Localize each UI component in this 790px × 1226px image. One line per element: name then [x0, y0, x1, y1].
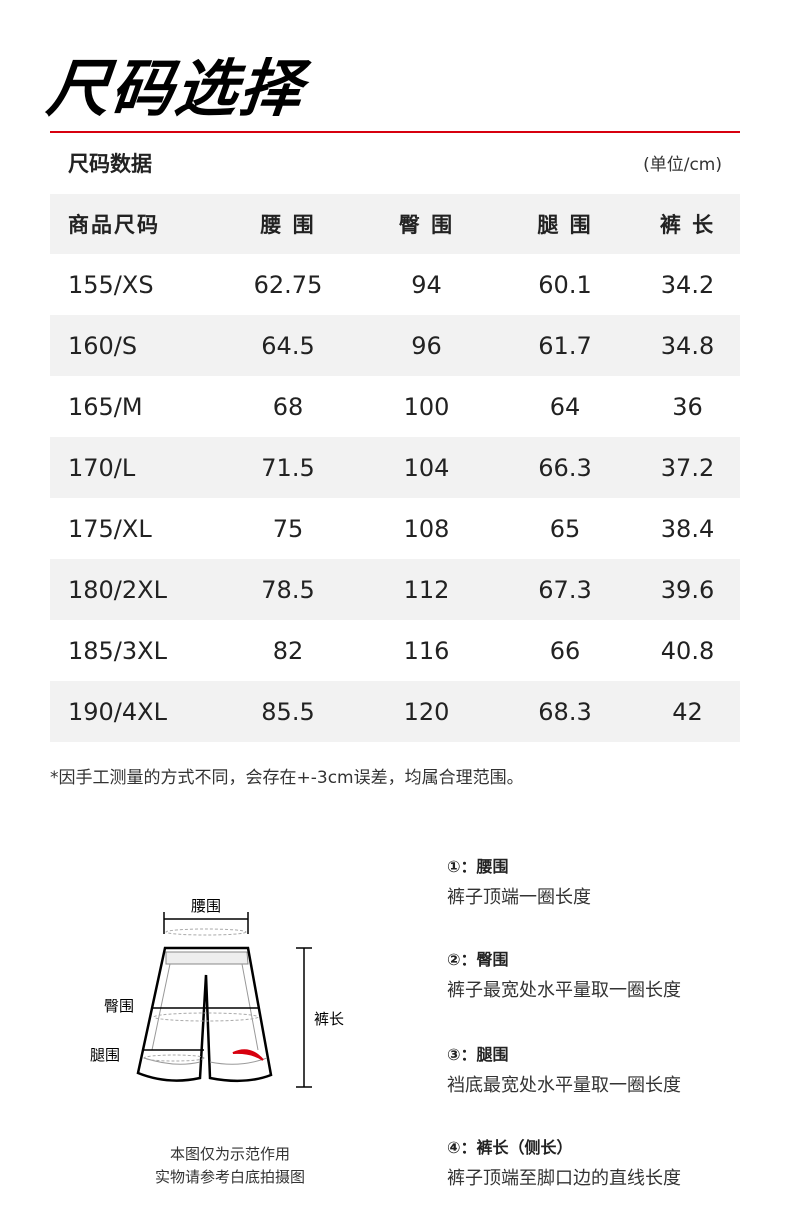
- table-cell: 120: [403, 697, 450, 726]
- table-cell: 60.1: [538, 270, 592, 299]
- definition-thigh: ③：腿围 裆底最宽处水平量取一圈长度: [447, 1041, 681, 1097]
- table-row: 165/M 68 100 64 36: [50, 376, 740, 437]
- title-divider: [50, 131, 740, 133]
- table-cell: 96: [411, 331, 442, 360]
- table-row: 190/4XL 85.5 120 68.3 42: [50, 681, 740, 742]
- shorts-diagram: 腰围 臀围 腿围 裤长: [90, 897, 344, 1088]
- page-title: 尺码选择: [43, 52, 308, 125]
- definition-heading: ①：腰围: [447, 857, 509, 876]
- definition-hip: ②：臀围 裤子最宽处水平量取一圈长度: [447, 946, 681, 1002]
- definition-desc: 裆底最宽处水平量取一圈长度: [447, 1075, 681, 1096]
- definition-desc: 裤子最宽处水平量取一圈长度: [447, 980, 681, 1001]
- header-waist: 腰 围: [260, 213, 316, 237]
- table-cell: 165/M: [68, 392, 143, 421]
- table-cell: 160/S: [68, 331, 138, 360]
- table-cell: 175/XL: [68, 514, 152, 543]
- table-row: 160/S 64.5 96 61.7 34.8: [50, 315, 740, 376]
- header-hip: 臀 围: [398, 213, 455, 237]
- table-cell: 66.3: [538, 453, 592, 482]
- section-title: 尺码数据: [68, 152, 152, 176]
- table-cell: 68.3: [538, 697, 592, 726]
- definition-waist: ①：腰围 裤子顶端一圈长度: [447, 853, 591, 909]
- measurement-note: *因手工测量的方式不同，会存在+-3cm误差，均属合理范围。: [50, 768, 524, 788]
- definition-desc: 裤子顶端至脚口边的直线长度: [447, 1168, 681, 1189]
- table-cell: 82: [272, 636, 304, 665]
- header-thigh: 腿 围: [537, 213, 593, 237]
- diagram-label-waist: 腰围: [191, 897, 221, 915]
- table-cell: 85.5: [261, 697, 315, 726]
- table-cell: 42: [672, 697, 703, 726]
- diagram-label-thigh: 腿围: [90, 1046, 120, 1064]
- table-cell: 78.5: [261, 575, 315, 604]
- definition-desc: 裤子顶端一圈长度: [447, 887, 591, 908]
- table-cell: 104: [403, 453, 450, 482]
- table-cell: 64.5: [261, 331, 315, 360]
- table-row: 155/XS 62.75 94 60.1 34.2: [50, 254, 740, 315]
- table-row: 180/2XL 78.5 112 67.3 39.6: [50, 559, 740, 620]
- table-row: 170/L 71.5 104 66.3 37.2: [50, 437, 740, 498]
- table-cell: 39.6: [660, 575, 715, 604]
- unit-label: (单位/cm): [643, 155, 722, 175]
- table-cell: 36: [672, 392, 703, 421]
- table-cell: 112: [403, 575, 450, 604]
- table-cell: 67.3: [538, 575, 592, 604]
- table-cell: 66: [549, 636, 581, 665]
- diagram-caption-1: 本图仅为示范作用: [169, 1145, 290, 1163]
- diagram-label-hip: 臀围: [104, 997, 134, 1015]
- table-cell: 64: [549, 392, 581, 421]
- table-cell: 155/XS: [68, 270, 154, 299]
- header-size: 商品尺码: [68, 213, 160, 237]
- header-length: 裤 长: [659, 213, 716, 237]
- table-cell: 71.5: [261, 453, 315, 482]
- table-header-row: 商品尺码 腰 围 臀 围 腿 围 裤 长: [50, 194, 740, 254]
- diagram-label-length: 裤长: [314, 1010, 344, 1028]
- size-table: 商品尺码 腰 围 臀 围 腿 围 裤 长 155/XS 62.75 94 60.1 34…: [50, 194, 740, 742]
- table-cell: 190/4XL: [68, 697, 167, 726]
- table-cell: 100: [403, 392, 450, 421]
- table-row: 175/XL 75 108 65 38.4: [50, 498, 740, 559]
- table-cell: 34.8: [660, 331, 715, 360]
- table-cell: 62.75: [253, 270, 323, 299]
- diagram-caption-2: 实物请参考白底拍摄图: [154, 1168, 305, 1186]
- table-cell: 170/L: [68, 453, 136, 482]
- brand-logo-icon: [232, 1049, 264, 1061]
- definition-heading: ②：臀围: [447, 950, 509, 969]
- length-measure-line: [296, 947, 312, 1088]
- table-cell: 116: [403, 636, 450, 665]
- definition-length: ④：裤长（侧长） 裤子顶端至脚口边的直线长度: [447, 1134, 681, 1190]
- table-cell: 75: [272, 514, 304, 543]
- definition-heading: ④：裤长（侧长）: [447, 1138, 573, 1157]
- table-cell: 68: [272, 392, 304, 421]
- table-cell: 108: [403, 514, 450, 543]
- table-cell: 180/2XL: [68, 575, 167, 604]
- table-cell: 65: [549, 514, 581, 543]
- table-cell: 40.8: [660, 636, 715, 665]
- table-cell: 37.2: [660, 453, 715, 482]
- table-cell: 38.4: [660, 514, 715, 543]
- shorts-outline: [136, 946, 273, 1083]
- table-cell: 94: [411, 270, 442, 299]
- table-row: 185/3XL 82 116 66 40.8: [50, 620, 740, 681]
- table-cell: 34.2: [660, 270, 715, 299]
- definition-heading: ③：腿围: [447, 1045, 509, 1064]
- table-cell: 185/3XL: [68, 636, 167, 665]
- waist-measure-line: [163, 912, 249, 934]
- table-cell: 61.7: [538, 331, 592, 360]
